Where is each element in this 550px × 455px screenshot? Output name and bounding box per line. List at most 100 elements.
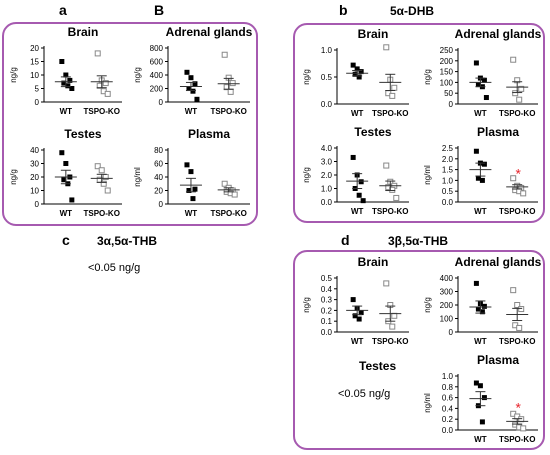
y-tick-label: 1.0 — [442, 372, 454, 381]
d-testes-note: <0.05 ng/g — [338, 388, 391, 400]
chart-title: Brain — [358, 255, 389, 269]
data-point-wt — [59, 59, 65, 64]
y-tick-label: 0 — [35, 200, 40, 209]
data-point-ko — [383, 44, 390, 51]
y-tick-label: 20 — [30, 173, 39, 182]
x-tick-label: TSPO-KO — [83, 209, 119, 218]
data-point-wt — [356, 192, 362, 198]
x-tick-label: TSPO-KO — [372, 337, 408, 346]
y-tick-label: 20 — [154, 187, 163, 196]
chart-d-plasma: Plasma 0.0 0.2 0.40.6 0.8 1.0 ng/ml WT TSPO-KO * — [423, 353, 538, 444]
y-tick-label: 600 — [150, 58, 164, 67]
y-tick-label: 0.5 — [321, 274, 333, 283]
data-point-ko — [94, 50, 101, 57]
chart-title: Brain — [68, 25, 99, 39]
y-tick-label: 0.2 — [321, 306, 333, 315]
panel-frame-b — [293, 23, 545, 223]
y-tick-label: 3.0 — [321, 158, 333, 167]
data-point-wt — [473, 148, 479, 154]
data-point-wt — [479, 419, 485, 425]
data-point-wt — [360, 198, 366, 204]
data-point-wt — [186, 86, 192, 91]
y-tick-label: 10 — [30, 187, 39, 196]
y-tick-label: 40 — [30, 146, 39, 155]
data-point-ko — [98, 167, 105, 174]
y-tick-label: 0.4 — [442, 404, 454, 413]
chart-title: Adrenal glands — [455, 255, 542, 269]
data-point-wt — [61, 80, 67, 86]
data-point-ko — [514, 302, 521, 308]
data-point-wt — [352, 313, 358, 319]
data-point-wt — [184, 69, 190, 75]
y-tick-label: 0.0 — [321, 328, 333, 337]
y-tick-label: 0.5 — [321, 73, 333, 82]
data-point-wt — [63, 161, 69, 166]
y-axis-label: ng/ml — [423, 165, 432, 185]
chart-B-plasma: Plasma 0 20 40 60 80 ng/ml WT TSPO-KO — [133, 127, 250, 218]
data-point-wt — [192, 81, 198, 87]
chart-b-plasma: Plasma 0.0 0.5 1.01.5 2.0 2.5 ng/ml WT TSPO-KO * — [423, 125, 538, 216]
data-point-wt — [477, 383, 483, 389]
data-point-ko — [94, 163, 101, 170]
y-tick-label: 0.6 — [442, 394, 454, 403]
chart-title: Plasma — [477, 125, 519, 139]
data-point-wt — [473, 280, 479, 286]
y-axis-label: ng/g — [9, 67, 18, 83]
data-point-wt — [65, 83, 71, 89]
data-point-wt — [354, 66, 360, 72]
y-tick-label: 250 — [440, 46, 454, 55]
y-tick-label: 2.0 — [321, 171, 333, 180]
chart-b-brain: Brain 0.0 0.5 1.0 ng/g WT TSPO-KO — [302, 27, 409, 118]
data-point-wt — [350, 154, 356, 160]
data-point-wt — [356, 74, 362, 80]
y-tick-label: 1.0 — [321, 46, 333, 55]
y-tick-label: 4.0 — [321, 144, 333, 153]
panel-letter-b: b — [339, 2, 348, 18]
y-tick-label: 0.2 — [442, 415, 454, 424]
y-tick-label: 60 — [154, 160, 163, 169]
data-point-wt — [188, 169, 194, 175]
data-point-wt — [61, 177, 67, 183]
y-tick-label: 1.0 — [321, 185, 333, 194]
data-point-ko — [100, 180, 107, 187]
y-axis-label: ng/g — [423, 297, 432, 313]
chart-title: Adrenal glands — [166, 25, 253, 39]
x-tick-label: TSPO-KO — [372, 207, 408, 216]
data-point-ko — [104, 90, 111, 97]
data-point-ko — [510, 175, 517, 182]
data-point-ko — [518, 306, 525, 313]
chart-d-adrenal: Adrenal glands 0 100 200 300 400 ng/g WT TSPO-KO — [423, 255, 542, 346]
y-tick-label: 0.0 — [321, 100, 333, 109]
y-tick-label: 30 — [30, 160, 39, 169]
data-point-wt — [475, 82, 481, 88]
y-tick-label: 0 — [449, 100, 454, 109]
y-tick-label: 200 — [440, 57, 454, 66]
x-tick-label: WT — [60, 209, 73, 218]
y-tick-label: 800 — [150, 44, 164, 53]
d-testes-title: Testes — [359, 359, 397, 373]
data-point-wt — [69, 86, 75, 91]
data-point-wt — [473, 380, 479, 386]
x-tick-label: TSPO-KO — [499, 207, 535, 216]
data-point-ko — [221, 51, 228, 58]
data-point-wt — [475, 306, 481, 312]
y-tick-label: 0 — [35, 98, 40, 107]
chart-d-brain: Brain 0.0 0.1 0.20.3 0.4 0.5 ng/g WT TSPO-KO — [302, 255, 409, 346]
y-tick-label: 100 — [440, 315, 454, 324]
chart-b-testes: Testes 0.0 1.0 2.0 3.0 4.0 ng/g WT TSPO-KO — [302, 125, 409, 216]
y-tick-label: 0.5 — [442, 187, 454, 196]
x-tick-label: WT — [351, 337, 364, 346]
panel-title-b: 5α-DHB — [390, 4, 435, 18]
y-tick-label: 1.5 — [442, 166, 454, 175]
y-tick-label: 50 — [444, 89, 453, 98]
data-point-wt — [358, 69, 364, 75]
y-tick-label: 400 — [150, 71, 164, 80]
data-point-ko — [383, 280, 390, 287]
data-point-wt — [63, 72, 69, 78]
data-point-ko — [229, 80, 236, 87]
data-point-ko — [102, 80, 109, 87]
y-tick-label: 0.0 — [321, 198, 333, 207]
y-tick-label: 200 — [150, 85, 164, 94]
y-axis-label: ng/g — [133, 67, 142, 83]
data-point-ko — [393, 194, 400, 201]
